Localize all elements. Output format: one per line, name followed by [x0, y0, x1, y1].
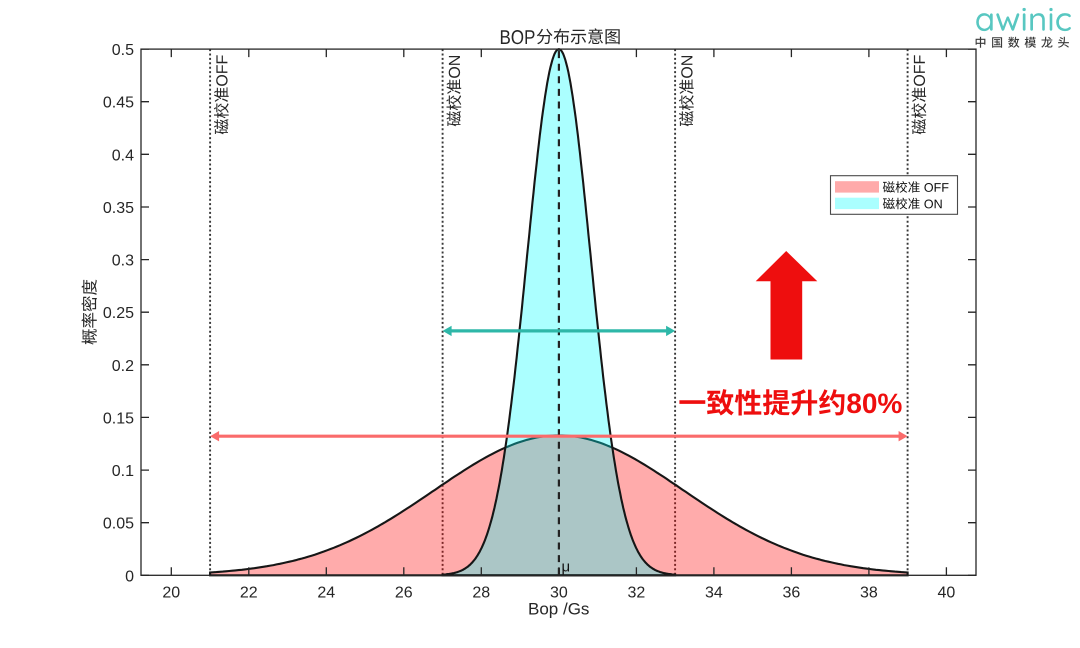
svg-text:34: 34: [705, 585, 723, 602]
svg-text:0.45: 0.45: [103, 95, 134, 112]
svg-text:0.5: 0.5: [112, 42, 134, 59]
svg-text:Bop /Gs: Bop /Gs: [528, 600, 589, 619]
svg-text:0.1: 0.1: [112, 463, 134, 480]
svg-text:0.05: 0.05: [103, 516, 134, 533]
svg-text:0.3: 0.3: [112, 253, 134, 270]
svg-text:38: 38: [860, 585, 878, 602]
svg-text:30: 30: [550, 585, 568, 602]
svg-text:26: 26: [395, 585, 413, 602]
svg-text:28: 28: [472, 585, 490, 602]
svg-text:0.35: 0.35: [103, 200, 134, 217]
svg-text:22: 22: [240, 585, 258, 602]
svg-text:μ: μ: [562, 559, 571, 576]
svg-text:20: 20: [162, 585, 180, 602]
svg-text:0.2: 0.2: [112, 358, 134, 375]
svg-text:24: 24: [317, 585, 335, 602]
svg-text:0.4: 0.4: [112, 147, 134, 164]
svg-text:40: 40: [938, 585, 956, 602]
svg-text:0.15: 0.15: [103, 410, 134, 427]
svg-text:0.25: 0.25: [103, 305, 134, 322]
svg-text:32: 32: [628, 585, 646, 602]
svg-text:36: 36: [783, 585, 801, 602]
svg-text:0: 0: [125, 568, 134, 585]
